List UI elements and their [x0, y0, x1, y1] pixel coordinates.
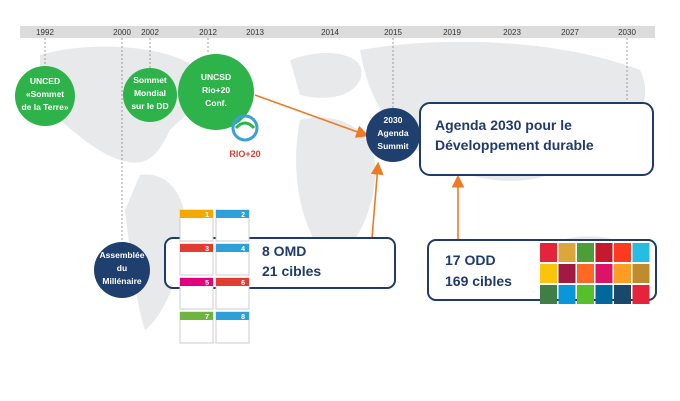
line: Mondial: [134, 88, 166, 98]
mdg-number: 2: [241, 212, 245, 219]
line: UNCSD: [201, 72, 231, 82]
box-agenda: Agenda 2030 pour le Développement durable: [419, 102, 654, 176]
sdg-tile: [632, 285, 650, 304]
sdg-tile: [614, 285, 631, 304]
rio-logo: RIO+20: [229, 114, 261, 159]
logo-text: RIO+20: [229, 149, 260, 159]
line: sur le DD: [131, 101, 168, 111]
line: 21 cibles: [262, 263, 321, 279]
year-label: 2013: [246, 28, 264, 37]
line: Développement durable: [435, 137, 594, 153]
mdg-band: [216, 244, 249, 252]
sdg-tile: [614, 264, 631, 283]
arrows: [254, 94, 465, 240]
sdg-tile: [558, 285, 576, 304]
year-label: 2002: [141, 28, 159, 37]
line: Summit: [377, 141, 408, 151]
year-label: 2015: [384, 28, 402, 37]
line: Rio+20: [202, 85, 230, 95]
mdg-band: [216, 210, 249, 218]
year-label: 2019: [443, 28, 461, 37]
year-label: 1992: [36, 28, 54, 37]
sdg-tile: [540, 285, 557, 304]
event-sommet: Sommet Mondial sur le DD: [123, 68, 177, 122]
line: Sommet: [133, 75, 167, 85]
line: Millénaire: [102, 276, 141, 286]
mdg-number: 6: [241, 280, 245, 287]
sdg-icons: [540, 243, 650, 304]
mdg-band: [180, 244, 213, 252]
sdg-tile: [577, 264, 594, 283]
line: UNCED: [30, 76, 60, 86]
line: Agenda 2030 pour le: [435, 117, 572, 133]
sdg-tile: [558, 243, 576, 262]
sdg-tile: [577, 243, 594, 262]
event-millenaire: Assemblée du Millénaire: [94, 242, 150, 298]
year-label: 2000: [113, 28, 131, 37]
line: 8 OMD: [262, 243, 306, 259]
event-unced: UNCED «Sommet de la Terre»: [15, 66, 75, 126]
mdg-number: 3: [205, 246, 209, 253]
line: de la Terre»: [21, 102, 68, 112]
connectors: [44, 38, 628, 242]
year-label: 2030: [618, 28, 636, 37]
line: Assemblée: [100, 250, 145, 260]
mdg-number: 1: [205, 212, 209, 219]
sdg-tile: [595, 285, 613, 304]
sdg-tile: [632, 243, 650, 262]
sdg-tile: [595, 264, 613, 283]
line: Agenda: [377, 128, 408, 138]
sdg-tile: [577, 285, 594, 304]
mdg-number: 8: [241, 314, 245, 321]
mdg-icons: 1 2 3 4 5 6 7 8: [179, 209, 250, 344]
mdg-band: [180, 312, 213, 320]
line: Conf.: [205, 98, 227, 108]
year-label: 2023: [503, 28, 521, 37]
mdg-number: 7: [205, 314, 209, 321]
event-agenda-summit: 2030 Agenda Summit: [366, 108, 420, 162]
line: du: [117, 263, 127, 273]
mdg-band: [180, 278, 213, 286]
timeline-bar: [20, 26, 655, 38]
year-label: 2027: [561, 28, 579, 37]
mdg-band: [216, 312, 249, 320]
mdg-band: [180, 210, 213, 218]
line: 169 cibles: [445, 273, 512, 289]
line: «Sommet: [26, 89, 64, 99]
mdg-band: [216, 278, 249, 286]
sdg-tile: [540, 243, 557, 262]
mdg-number: 4: [241, 246, 245, 253]
mdg-number: 5: [205, 280, 209, 287]
line: 2030: [384, 115, 403, 125]
event-uncsd: UNCSD Rio+20 Conf.: [178, 54, 254, 130]
line: 17 ODD: [445, 252, 496, 268]
sdg-tile: [558, 264, 576, 283]
year-label: 2012: [199, 28, 217, 37]
sdg-tile: [632, 264, 650, 283]
year-label: 2014: [321, 28, 339, 37]
event-label: UNCED «Sommet de la Terre»: [21, 76, 68, 112]
sdg-tile: [540, 264, 557, 283]
sdg-tile: [614, 243, 631, 262]
sdg-tile: [595, 243, 613, 262]
